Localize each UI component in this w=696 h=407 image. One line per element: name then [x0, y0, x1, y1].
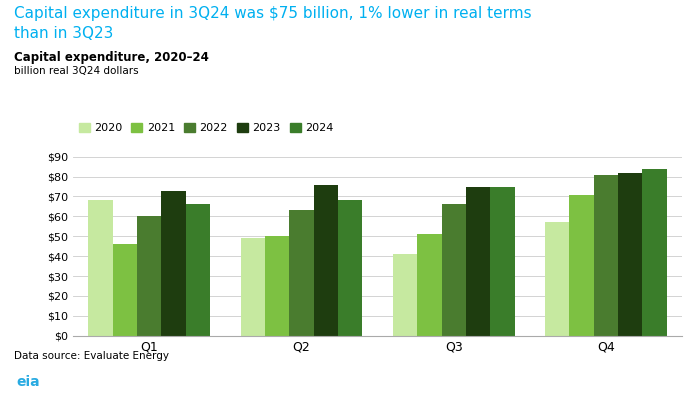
Bar	[642, 168, 667, 336]
Bar	[441, 204, 466, 336]
Legend: 2020, 2021, 2022, 2023, 2024: 2020, 2021, 2022, 2023, 2024	[79, 123, 333, 133]
Bar	[545, 222, 569, 336]
Text: Capital expenditure, 2020–24: Capital expenditure, 2020–24	[14, 51, 209, 64]
Text: billion real 3Q24 dollars: billion real 3Q24 dollars	[14, 66, 139, 76]
Bar	[290, 210, 314, 336]
Bar	[618, 173, 642, 336]
Bar	[466, 186, 490, 336]
FancyBboxPatch shape	[0, 367, 65, 402]
Bar	[88, 201, 113, 336]
Bar	[490, 186, 514, 336]
Text: eia: eia	[17, 375, 40, 389]
Text: December 2024: December 2024	[61, 389, 140, 399]
Bar	[569, 195, 594, 336]
Bar	[137, 217, 161, 336]
Bar	[417, 234, 441, 336]
Bar	[594, 175, 618, 336]
Bar	[186, 204, 210, 336]
Text: Petroleum and Liquid Fuels Markets Team | Financial Review Third-Quarter 2024: Petroleum and Liquid Fuels Markets Team …	[61, 370, 452, 381]
Bar	[161, 190, 186, 336]
Text: than in 3Q23: than in 3Q23	[14, 26, 113, 42]
Bar	[338, 201, 363, 336]
Bar	[314, 184, 338, 336]
Bar	[393, 254, 417, 336]
Bar	[241, 238, 265, 336]
Text: Data source: Evaluate Energy: Data source: Evaluate Energy	[14, 351, 169, 361]
Bar	[113, 244, 137, 336]
Bar	[265, 236, 290, 336]
Text: Capital expenditure in 3Q24 was $75 billion, 1% lower in real terms: Capital expenditure in 3Q24 was $75 bill…	[14, 6, 532, 21]
